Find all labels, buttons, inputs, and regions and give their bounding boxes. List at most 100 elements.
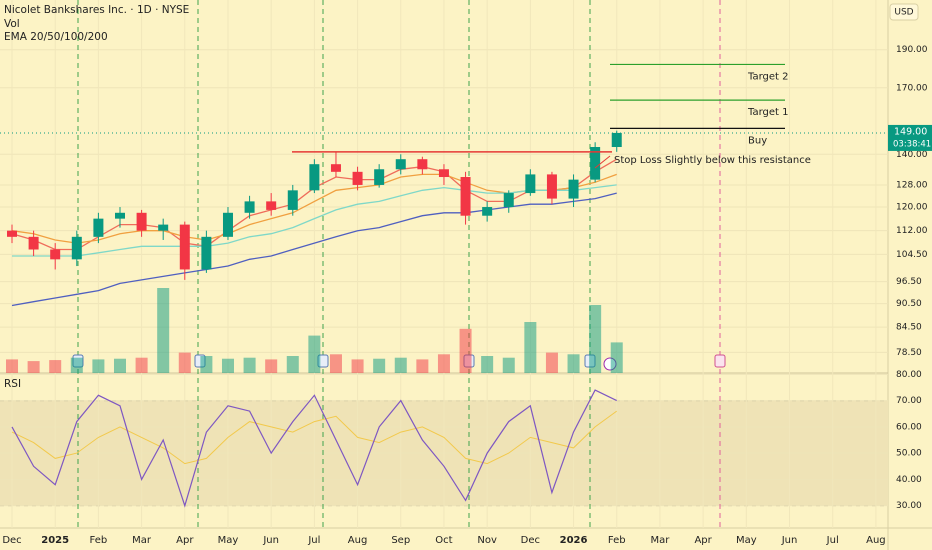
annotation-text: Buy (748, 135, 767, 146)
volume-bar (567, 354, 580, 373)
volume-bar (49, 360, 62, 373)
chart-title: Nicolet Bankshares Inc. · 1D · NYSE (4, 4, 189, 16)
volume-bar (394, 357, 407, 373)
y-tick-label: 112.00 (896, 226, 928, 236)
candle-body (438, 169, 449, 178)
candle-body (266, 201, 277, 210)
candle-body (352, 171, 363, 185)
y-tick-label: 60.00 (896, 422, 922, 432)
x-tick-label: Aug (348, 535, 368, 546)
candle-body (179, 224, 190, 270)
volume-bar (70, 357, 83, 373)
y-tick-label: 128.00 (896, 180, 928, 190)
x-tick-label: Sep (391, 535, 410, 546)
volume-bar (113, 358, 126, 373)
volume-bar (373, 358, 386, 373)
volume-bar (200, 356, 213, 373)
x-tick-label: Jun (262, 535, 279, 546)
rsi-line (11, 389, 617, 508)
volume-bar (135, 357, 148, 373)
candle-body (525, 174, 536, 194)
y-tick-label: 96.50 (896, 277, 922, 287)
volume-bar (286, 356, 299, 373)
rsi-label: RSI (4, 378, 21, 390)
rsi-ma-line (11, 410, 617, 465)
candle-body (93, 218, 104, 237)
candle-body (611, 132, 622, 148)
volume-bar (92, 359, 105, 373)
currency[interactable]: USD (894, 8, 913, 18)
annotation-text: Target 2 (747, 71, 788, 82)
x-tick-label: Dec (521, 535, 540, 546)
price-box (888, 124, 932, 151)
volume-bar (178, 352, 191, 373)
candle-body (136, 212, 147, 231)
x-tick-label: Jun (781, 535, 798, 546)
candle-body (222, 212, 233, 237)
volume-bar (351, 359, 364, 373)
x-tick-label: Mar (650, 535, 670, 546)
arrow (594, 155, 611, 169)
y-tick-label: 140.00 (896, 150, 928, 160)
price-axis-bg (888, 0, 932, 550)
x-tick-label: 2025 (41, 535, 69, 546)
candle-body (568, 179, 579, 199)
volume-bar (6, 359, 19, 373)
x-tick-label: Feb (90, 535, 108, 546)
candle-body (503, 193, 514, 208)
volume-bar (416, 359, 429, 373)
volume-bar (589, 305, 602, 373)
volume-bar (329, 354, 342, 373)
volume-bar (308, 335, 321, 373)
volume-bar (459, 328, 472, 373)
x-tick-label: Oct (435, 535, 452, 546)
x-tick-label: Jul (307, 535, 320, 546)
candle-body (482, 207, 493, 216)
candle-body (201, 236, 212, 270)
y-tick-label: 170.00 (896, 83, 928, 93)
candle-body (417, 159, 428, 170)
y-tick-label: 104.50 (896, 250, 928, 260)
y-tick-label: 30.00 (896, 501, 922, 511)
x-tick-label: Jul (826, 535, 839, 546)
y-tick-label: 190.00 (896, 45, 928, 55)
x-tick-label: Apr (176, 535, 194, 546)
ema-line (12, 184, 617, 257)
candle-body (590, 147, 601, 180)
y-tick-label: 84.50 (896, 323, 922, 333)
candle-body (244, 201, 255, 213)
y-tick-label: 40.00 (896, 475, 922, 485)
x-tick-label: May (218, 535, 239, 546)
candle-body (50, 249, 61, 260)
candle-body (287, 190, 298, 210)
x-tick-label: Feb (608, 535, 626, 546)
x-tick-label: Dec (2, 535, 21, 546)
y-tick-label: 70.00 (896, 396, 922, 406)
volume-bar (502, 357, 515, 373)
volume-bar (524, 322, 537, 373)
candle-body (71, 236, 82, 260)
ema-line (11, 192, 617, 307)
candle-body (374, 169, 385, 185)
volume-bar (243, 357, 256, 373)
y-tick-label: 90.50 (896, 299, 922, 309)
volume-bar (27, 361, 40, 373)
volume-bar (157, 288, 170, 373)
candle-body (395, 159, 406, 170)
x-tick-label: Aug (866, 535, 886, 546)
x-tick-label: 2026 (560, 535, 588, 546)
volume-label: Vol (4, 18, 20, 30)
volume-bar (545, 352, 558, 373)
currency-box[interactable] (889, 3, 919, 21)
y-tick-label: 80.00 (896, 370, 922, 380)
volume-bar (437, 354, 450, 373)
candle-body (114, 212, 125, 219)
candle-body (158, 224, 169, 231)
volume-bar (265, 359, 278, 373)
x-tick-label: May (736, 535, 757, 546)
countdown: 03:38:41 (893, 139, 931, 149)
y-tick-label: 50.00 (896, 449, 922, 459)
annotation-text: Target 1 (747, 107, 788, 118)
candle-body (460, 177, 471, 216)
